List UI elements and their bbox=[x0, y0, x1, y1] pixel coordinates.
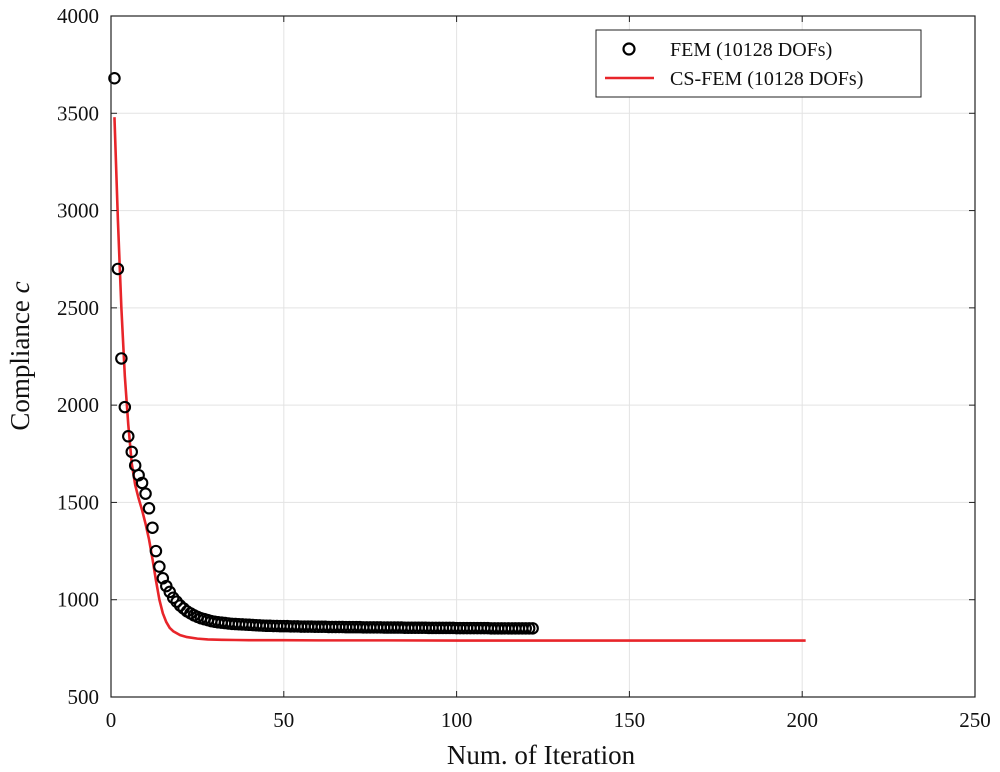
data-point-fem bbox=[526, 622, 539, 635]
y-tick-label: 500 bbox=[68, 685, 100, 709]
y-tick-label: 2000 bbox=[57, 393, 99, 417]
y-axis: 500 1000 1500 2000 2500 3000 3500 4000 bbox=[57, 4, 975, 709]
legend-marker-fem bbox=[622, 42, 636, 56]
legend-label-csfem: CS-FEM (10128 DOFs) bbox=[670, 68, 863, 90]
plot-frame bbox=[110, 15, 976, 698]
y-axis-title-symbol: c bbox=[5, 281, 35, 293]
legend-label-fem: FEM (10128 DOFs) bbox=[670, 39, 832, 61]
data-point-fem bbox=[135, 476, 149, 490]
legend-box bbox=[595, 29, 922, 98]
data-point-fem bbox=[122, 430, 135, 443]
data-point-fem bbox=[142, 502, 156, 515]
x-tick-label: 0 bbox=[106, 708, 117, 732]
y-axis-title-text: Compliance bbox=[5, 300, 35, 430]
x-axis: 0 50 100 150 200 250 bbox=[106, 16, 991, 732]
x-axis-title: Num. of Iteration bbox=[447, 740, 636, 770]
legend: FEM (10128 DOFs) CS-FEM (10128 DOFs) bbox=[595, 29, 922, 98]
x-tick-label: 150 bbox=[614, 708, 646, 732]
y-tick-label: 2500 bbox=[57, 296, 99, 320]
y-tick-label: 3500 bbox=[57, 101, 99, 125]
y-tick-label: 4000 bbox=[57, 4, 99, 28]
x-tick-label: 50 bbox=[273, 708, 294, 732]
data-point-fem bbox=[125, 445, 138, 459]
y-tick-label: 3000 bbox=[57, 199, 99, 223]
y-tick-label: 1500 bbox=[57, 490, 99, 514]
x-tick-label: 200 bbox=[786, 708, 818, 732]
y-axis-title: Compliance c bbox=[5, 281, 35, 430]
data-point-fem bbox=[118, 400, 132, 414]
y-tick-label: 1000 bbox=[57, 588, 99, 612]
x-tick-label: 100 bbox=[441, 708, 473, 732]
series-line-csfem bbox=[113, 117, 806, 642]
data-point-fem bbox=[111, 262, 125, 276]
data-point-fem bbox=[149, 544, 163, 558]
data-point-fem bbox=[146, 521, 159, 534]
series-fem bbox=[108, 72, 539, 635]
data-point-fem bbox=[153, 560, 166, 573]
grid bbox=[111, 16, 975, 697]
data-point-fem bbox=[115, 352, 128, 365]
data-point-fem bbox=[108, 72, 121, 85]
series-layer bbox=[108, 72, 806, 642]
x-tick-label: 250 bbox=[959, 708, 991, 732]
data-point-fem bbox=[139, 487, 152, 500]
